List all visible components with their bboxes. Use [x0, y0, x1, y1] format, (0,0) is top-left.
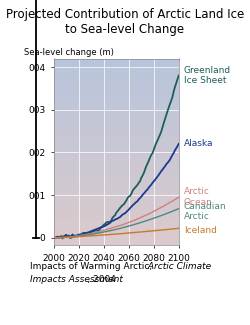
- Text: Projected Contribution of Arctic Land Ice
to Sea-level Change: Projected Contribution of Arctic Land Ic…: [6, 8, 244, 36]
- Text: Arctic Climate: Arctic Climate: [30, 262, 211, 271]
- Text: Arctic
Ocean: Arctic Ocean: [184, 188, 212, 207]
- Text: Greenland
Ice Sheet: Greenland Ice Sheet: [184, 66, 231, 85]
- Text: Alaska: Alaska: [184, 139, 213, 148]
- Text: , 2004: , 2004: [30, 275, 116, 284]
- Text: Impacts of Warming Arctic,: Impacts of Warming Arctic,: [30, 262, 155, 271]
- Text: Sea-level change (m): Sea-level change (m): [24, 48, 114, 57]
- Text: Canadian
Arctic: Canadian Arctic: [184, 202, 226, 221]
- Text: Impacts Assessment: Impacts Assessment: [30, 275, 123, 284]
- Text: Iceland: Iceland: [184, 226, 216, 235]
